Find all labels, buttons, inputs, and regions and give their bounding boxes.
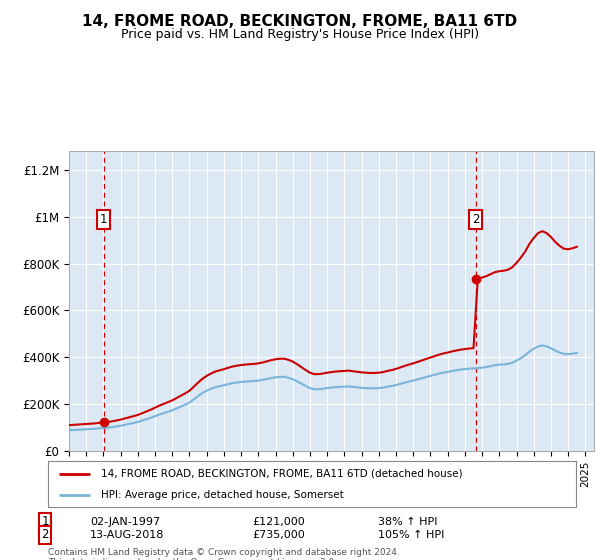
Text: 1: 1	[100, 213, 107, 226]
Text: £121,000: £121,000	[252, 517, 305, 527]
Text: HPI: Average price, detached house, Somerset: HPI: Average price, detached house, Some…	[101, 491, 344, 500]
Text: 38% ↑ HPI: 38% ↑ HPI	[378, 517, 437, 527]
Text: 105% ↑ HPI: 105% ↑ HPI	[378, 530, 445, 540]
Text: Price paid vs. HM Land Registry's House Price Index (HPI): Price paid vs. HM Land Registry's House …	[121, 28, 479, 41]
Text: 13-AUG-2018: 13-AUG-2018	[90, 530, 164, 540]
Text: Contains HM Land Registry data © Crown copyright and database right 2024.
This d: Contains HM Land Registry data © Crown c…	[48, 548, 400, 560]
Text: 14, FROME ROAD, BECKINGTON, FROME, BA11 6TD: 14, FROME ROAD, BECKINGTON, FROME, BA11 …	[82, 14, 518, 29]
Text: 2: 2	[41, 528, 49, 542]
Text: 02-JAN-1997: 02-JAN-1997	[90, 517, 160, 527]
Text: 1: 1	[41, 515, 49, 529]
Text: 14, FROME ROAD, BECKINGTON, FROME, BA11 6TD (detached house): 14, FROME ROAD, BECKINGTON, FROME, BA11 …	[101, 469, 463, 479]
Text: 2: 2	[472, 213, 479, 226]
Text: £735,000: £735,000	[252, 530, 305, 540]
